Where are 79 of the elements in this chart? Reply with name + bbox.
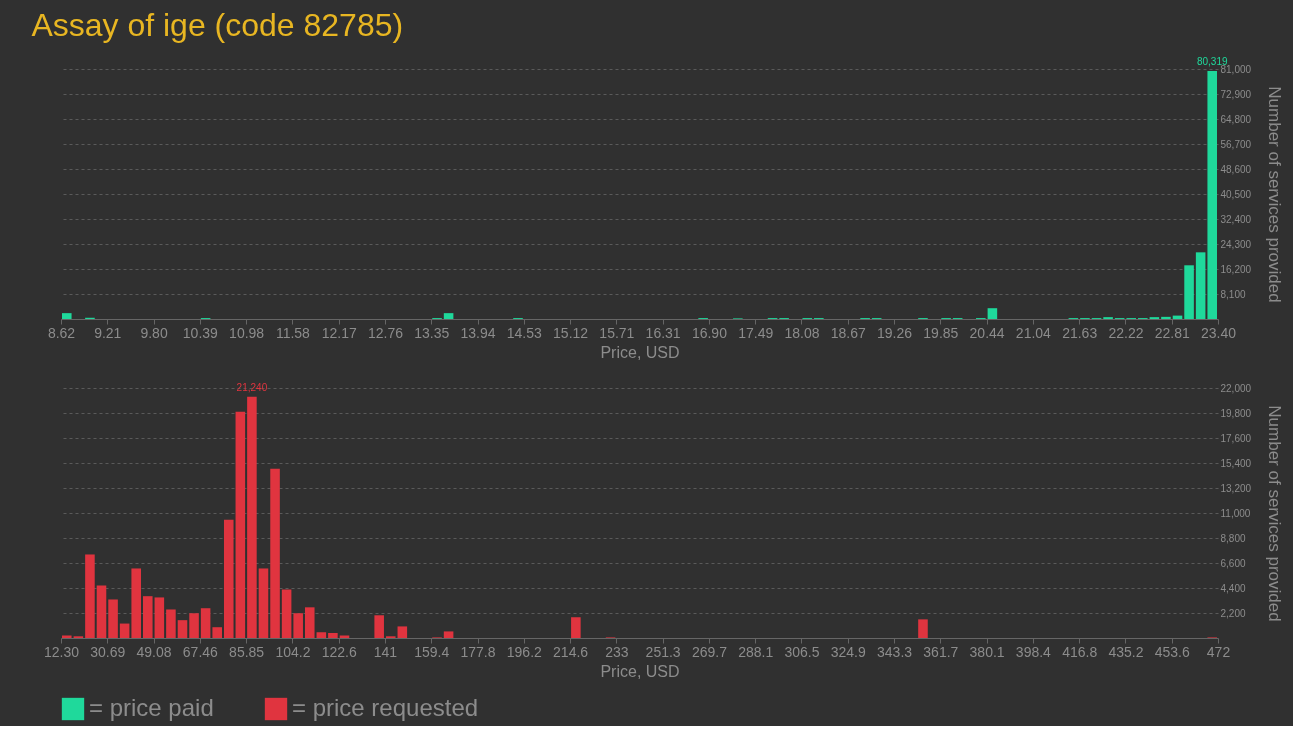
x-tick-label: 269.7 (691, 643, 728, 660)
x-tick-label: 398.4 (1015, 643, 1052, 660)
y-tick-label: 56,700 (1220, 138, 1252, 150)
x-tick-label: 18.08 (784, 324, 820, 341)
x-tick-label: 380.1 (969, 643, 1005, 660)
x-tick-label: 13.94 (460, 324, 496, 341)
x-tick-label: 233 (605, 643, 629, 660)
y-tick-label: 8,800 (1220, 532, 1246, 544)
x-tick-label: 16.90 (691, 324, 728, 341)
y-tick-label: 19,800 (1220, 407, 1252, 419)
x-tick-label: 13.35 (414, 324, 450, 341)
x-tick-label: 251.3 (645, 643, 681, 660)
x-tick-label: 324.9 (830, 643, 866, 660)
x-tick-label: 435.2 (1108, 643, 1144, 660)
x-tick-label: 8.62 (47, 324, 76, 341)
x-tick-label: 159.4 (414, 643, 450, 660)
y-tick-label: 6,600 (1220, 557, 1246, 569)
x-tick-label: 196.2 (506, 643, 543, 660)
x-tick-label: 141 (373, 643, 398, 660)
x-tick-label: 104.2 (275, 643, 311, 660)
x-tick-label: 122.6 (321, 643, 357, 660)
x-tick-label: 472 (1206, 643, 1231, 660)
x-tick-label: 11.58 (275, 324, 311, 341)
y-tick-label: 24,300 (1220, 238, 1252, 250)
y-tick-label: 48,600 (1220, 163, 1252, 175)
x-tick-label: 288.1 (738, 643, 774, 660)
x-tick-label: 12.30 (43, 643, 80, 660)
x-tick-label: 177.8 (460, 643, 496, 660)
x-tick-label: 20.44 (969, 324, 1005, 341)
x-tick-label: 18.67 (830, 324, 866, 341)
x-tick-label: 21.04 (1015, 324, 1052, 341)
x-tick-label: 343.3 (877, 643, 913, 660)
x-tick-label: 453.6 (1154, 643, 1190, 660)
x-tick-label: 30.69 (90, 643, 126, 660)
y-axis-title: Number of services provided (1265, 405, 1285, 622)
y-tick-label: 13,200 (1220, 482, 1252, 494)
x-tick-label: 10.39 (182, 324, 219, 341)
y-axis-title: Number of services provided (1265, 86, 1285, 303)
x-tick-label: 15.12 (553, 324, 589, 341)
y-tick-label: 17,600 (1220, 432, 1252, 444)
x-tick-label: 19.26 (877, 324, 913, 341)
x-tick-label: 23.40 (1200, 324, 1237, 341)
x-tick-label: 22.81 (1154, 324, 1190, 341)
x-tick-label: 214.6 (553, 643, 589, 660)
x-tick-label: 12.76 (367, 324, 404, 341)
y-tick-label: 15,400 (1220, 457, 1252, 469)
x-tick-label: 306.5 (784, 643, 820, 660)
x-axis-title: Price, USD (600, 662, 680, 680)
x-tick-label: 361.7 (923, 643, 959, 660)
x-tick-label: 9.21 (94, 324, 122, 341)
x-tick-label: 10.98 (229, 324, 265, 341)
x-tick-label: 9.80 (140, 324, 168, 341)
x-tick-label: 21.63 (1062, 324, 1098, 341)
x-tick-label: 416.8 (1062, 643, 1098, 660)
x-tick-label: 17.49 (738, 324, 774, 341)
y-tick-label: 64,800 (1220, 113, 1252, 125)
y-tick-label: 2,200 (1220, 607, 1246, 619)
legend-label: = price requested (292, 694, 479, 721)
x-tick-label: 16.31 (645, 324, 681, 341)
legend-label: = price paid (89, 694, 214, 721)
x-tick-label: 19.85 (923, 324, 959, 341)
y-tick-label: 16,200 (1220, 263, 1252, 275)
x-tick-label: 22.22 (1108, 324, 1144, 341)
x-tick-label: 85.85 (229, 643, 265, 660)
x-tick-label: 49.08 (136, 643, 172, 660)
y-tick-label: 40,500 (1220, 188, 1252, 200)
y-tick-label: 72,900 (1220, 88, 1252, 100)
y-tick-label: 22,000 (1220, 382, 1252, 394)
x-tick-label: 67.46 (182, 643, 219, 660)
annotation: 21,240 (236, 381, 268, 393)
y-tick-label: 32,400 (1220, 213, 1252, 225)
y-tick-label: 8,100 (1220, 288, 1246, 300)
x-tick-label: 12.17 (321, 324, 357, 341)
x-tick-label: 14.53 (506, 324, 543, 341)
x-axis-title: Price, USD (600, 343, 680, 361)
y-tick-label: 11,000 (1220, 507, 1251, 519)
y-tick-label: 4,400 (1220, 582, 1246, 594)
chart-title: Assay of ige (code 82785) (31, 7, 404, 44)
x-tick-label: 15.71 (599, 324, 635, 341)
